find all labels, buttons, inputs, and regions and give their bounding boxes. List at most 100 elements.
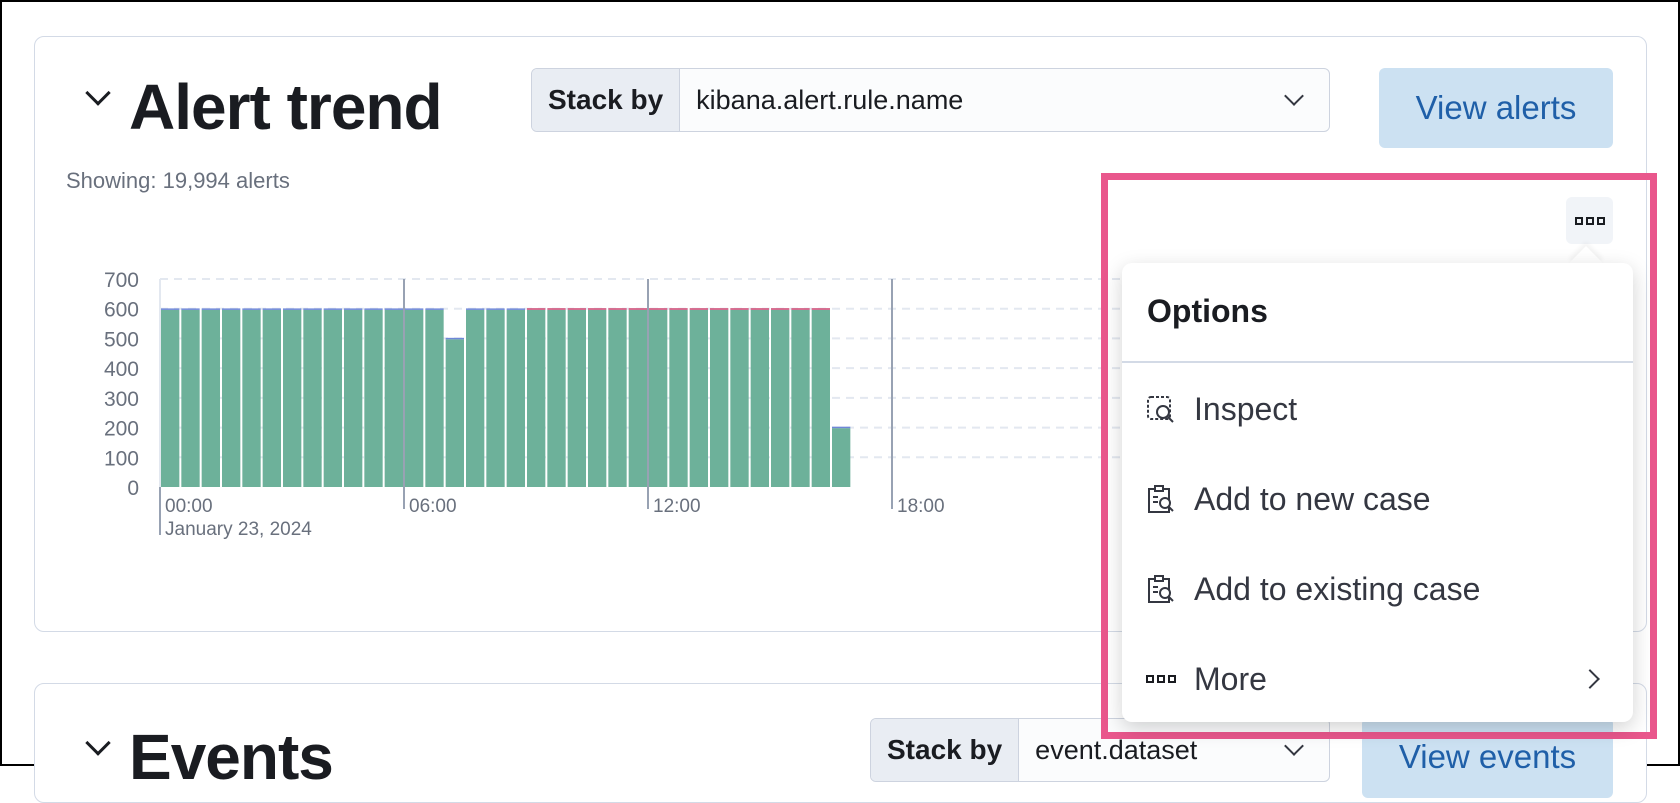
bar-segment <box>506 309 525 487</box>
chevron-right-icon <box>1580 669 1600 689</box>
menu-item-label: Add to new case <box>1194 480 1431 517</box>
bar-segment <box>669 308 688 310</box>
menu-item-add-to-existing-case[interactable]: Add to existing case <box>1122 549 1633 629</box>
bar-segment <box>547 309 566 487</box>
menu-item-label: More <box>1194 660 1267 697</box>
bar-segment <box>710 309 729 487</box>
bar-segment <box>567 309 586 487</box>
divider <box>1122 361 1633 363</box>
y-tick-label: 200 <box>104 418 139 441</box>
bar-segment <box>486 308 505 310</box>
cases-icon <box>1146 574 1182 604</box>
x-tick-label: 00:00 <box>165 496 213 517</box>
alert-count: Showing: 19,994 alerts <box>66 168 290 193</box>
bar-segment <box>425 309 444 487</box>
bar-segment <box>222 309 241 487</box>
bar-segment <box>364 309 383 487</box>
menu-item-more[interactable]: More <box>1122 639 1633 719</box>
bar-segment <box>730 309 749 487</box>
bar-segment <box>506 308 525 310</box>
bar-segment <box>669 309 688 487</box>
bar-segment <box>242 308 261 310</box>
bar-segment <box>262 308 281 310</box>
bar-segment <box>364 308 383 310</box>
bar-segment <box>201 308 220 310</box>
bar-segment <box>588 309 607 487</box>
menu-item-add-to-new-case[interactable]: Add to new case <box>1122 459 1633 539</box>
bar-segment <box>567 308 586 310</box>
bar-segment <box>242 309 261 487</box>
bar-segment <box>811 309 830 487</box>
bar-segment <box>547 308 566 310</box>
menu-item-label: Add to existing case <box>1194 570 1481 607</box>
inspect-icon <box>1146 394 1182 424</box>
x-axis-date-label: January 23, 2024 <box>165 519 312 540</box>
bar-segment <box>628 309 647 487</box>
bar-segment <box>161 308 180 310</box>
bar-segment <box>344 309 363 487</box>
menu-item-inspect[interactable]: Inspect <box>1122 369 1633 449</box>
bar-segment <box>283 309 302 487</box>
bar-segment <box>303 308 322 310</box>
menu-title: Options <box>1147 293 1268 329</box>
bar-segment <box>486 309 505 487</box>
bar-segment <box>689 309 708 487</box>
stack-by-select[interactable]: Stack by kibana.alert.rule.name <box>531 68 1330 132</box>
y-tick-label: 0 <box>127 477 139 500</box>
bar-segment <box>588 308 607 310</box>
y-tick-label: 500 <box>104 328 139 351</box>
bar-segment <box>323 308 342 310</box>
y-tick-label: 100 <box>104 447 139 470</box>
bar-segment <box>811 308 830 310</box>
bar-segment <box>201 309 220 487</box>
bar-segment <box>710 308 729 310</box>
stack-by-value: kibana.alert.rule.name <box>696 84 964 115</box>
x-tick-label: 12:00 <box>653 496 701 517</box>
y-tick-label: 400 <box>104 358 139 381</box>
bar-segment <box>181 308 200 310</box>
bar-segment <box>689 308 708 310</box>
bar-segment <box>384 309 403 487</box>
bar-segment <box>323 309 342 487</box>
highlight-box <box>1101 173 1657 739</box>
stack-by-label: Stack by <box>871 719 1020 781</box>
bar-segment <box>628 308 647 310</box>
bar-segment <box>608 309 627 487</box>
bar-segment <box>425 308 444 310</box>
bar-segment <box>730 308 749 310</box>
x-tick-label: 06:00 <box>409 496 457 517</box>
bar-segment <box>750 309 769 487</box>
bar-segment <box>771 309 790 487</box>
view-alerts-button[interactable]: View alerts <box>1379 68 1613 148</box>
bar-segment <box>527 308 546 310</box>
x-tick-label: 18:00 <box>897 496 945 517</box>
boxes-horizontal-icon <box>1146 675 1182 683</box>
bar-segment <box>771 308 790 310</box>
panel-title: Events <box>129 721 334 793</box>
bar-segment <box>181 309 200 487</box>
bar-segment <box>161 309 180 487</box>
bar-segment <box>649 308 668 310</box>
bar-segment <box>608 308 627 310</box>
bar-segment <box>283 308 302 310</box>
bar-segment <box>222 308 241 310</box>
cases-icon <box>1146 484 1182 514</box>
more-options-button[interactable] <box>1566 197 1613 244</box>
alert-trend-chart: 0 100 200 300 400 500 600 700 00:00 06:00 12:00 18:… <box>104 269 1536 540</box>
y-tick-label: 300 <box>104 388 139 411</box>
options-menu: Options Inspect Add to new case Add to e… <box>1122 263 1633 722</box>
bar-segment <box>750 308 769 310</box>
y-tick-label: 700 <box>104 269 139 292</box>
bar-segment <box>405 308 424 310</box>
y-tick-label: 600 <box>104 299 139 322</box>
bar-segment <box>262 309 281 487</box>
bar-segment <box>384 308 403 310</box>
bar-segment <box>527 309 546 487</box>
bar-segment <box>832 426 851 429</box>
bar-segment <box>445 337 464 340</box>
bar-segment <box>466 308 485 310</box>
bar-segment <box>791 308 810 310</box>
stack-by-label: Stack by <box>532 69 681 131</box>
bar-segment <box>445 339 464 487</box>
bar-segment <box>405 309 424 487</box>
